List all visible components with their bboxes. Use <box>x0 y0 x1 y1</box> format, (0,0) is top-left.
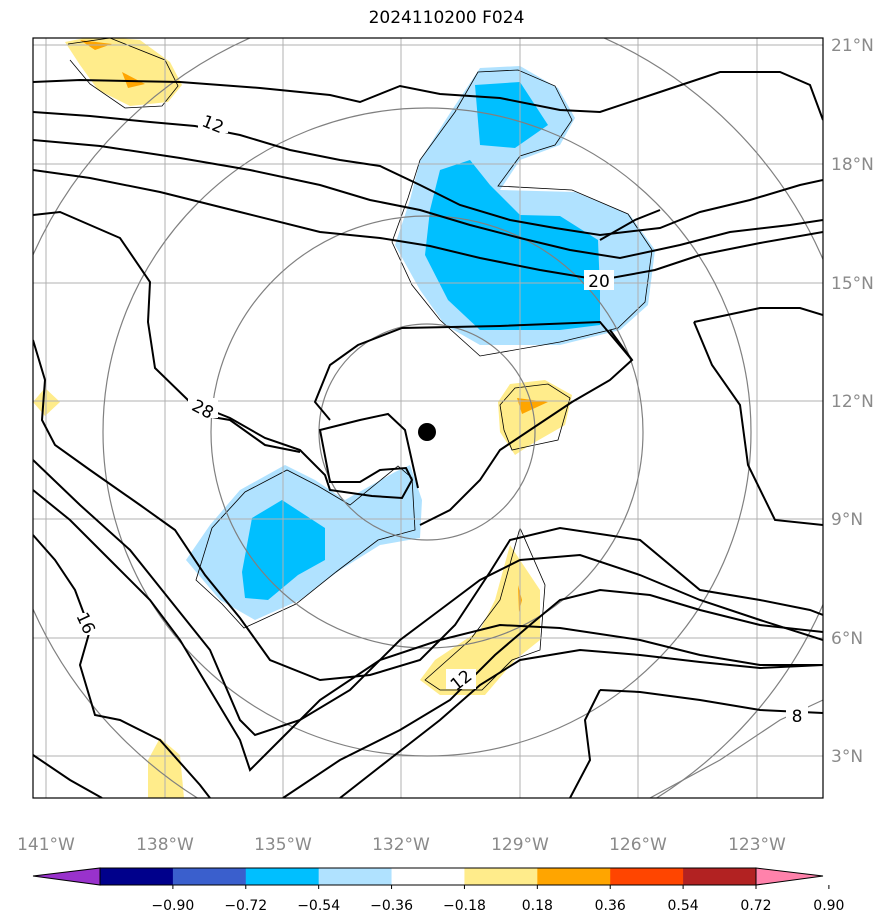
colorbar-block <box>464 868 538 885</box>
colorbar: −0.90 −0.72 −0.54 −0.36 −0.18 0.18 0.36 0.54 0.7… <box>32 867 844 914</box>
lon-label: 126°W <box>609 835 667 855</box>
colorbar-tick-label: 0.90 <box>813 898 844 914</box>
colorbar-tick-label: −0.90 <box>151 898 194 914</box>
positive-core-northwest-2 <box>122 72 145 88</box>
colorbar-frame <box>99 867 757 886</box>
positive-core-east <box>517 398 548 414</box>
colorbar-tick-label: −0.72 <box>224 898 267 914</box>
latitude-labels: 21°N 18°N 15°N 12°N 9°N 6°N 3°N <box>831 36 874 767</box>
longitude-labels: 141°W 138°W 135°W 132°W 129°W 126°W 123°… <box>17 835 786 855</box>
lon-label: 132°W <box>372 835 430 855</box>
colorbar-block <box>318 868 393 885</box>
lat-label: 18°N <box>831 155 874 175</box>
lon-label: 123°W <box>728 835 786 855</box>
colorbar-block <box>100 868 174 885</box>
colorbar-block <box>683 868 757 885</box>
lat-label: 12°N <box>831 392 874 412</box>
lat-label: 9°N <box>831 510 863 530</box>
colorbar-block <box>245 868 320 885</box>
lon-label: 129°W <box>491 835 549 855</box>
contour-label-8: 8 <box>792 707 803 727</box>
range-rings <box>33 38 823 798</box>
colorbar-labels: −0.90 −0.72 −0.54 −0.36 −0.18 0.18 0.36 0.54 0.7… <box>151 885 844 914</box>
colorbar-tick-label: 0.54 <box>668 898 699 914</box>
colorbar-tick-label: −0.18 <box>443 898 486 914</box>
map-title: 2024110200 F024 <box>368 8 525 28</box>
lat-label: 21°N <box>831 36 874 56</box>
positive-area-east <box>498 380 572 455</box>
colorbar-extend-high <box>755 867 824 886</box>
lon-label: 138°W <box>136 835 194 855</box>
colorbar-block <box>391 868 465 885</box>
lat-label: 3°N <box>831 747 863 767</box>
colorbar-tick-label: 0.72 <box>740 898 771 914</box>
colorbar-block <box>610 868 684 885</box>
map-frame <box>32 37 824 799</box>
lon-label: 135°W <box>254 835 312 855</box>
lat-label: 15°N <box>831 274 874 294</box>
storm-center-marker <box>418 423 436 441</box>
colorbar-tick-label: 0.18 <box>522 898 553 914</box>
contour-lines <box>33 71 823 798</box>
colorbar-tick-label: −0.36 <box>370 898 413 914</box>
lon-label: 141°W <box>17 835 75 855</box>
colorbar-block <box>537 868 611 885</box>
contour-label-20: 20 <box>588 272 610 292</box>
colorbar-tick-label: 0.36 <box>595 898 626 914</box>
colorbar-blocks <box>100 868 757 885</box>
colorbar-tick-label: −0.54 <box>297 898 340 914</box>
colorbar-block <box>172 868 247 885</box>
colorbar-extend-low <box>32 867 101 886</box>
negative-core-north-2 <box>425 160 600 330</box>
lat-label: 6°N <box>831 629 863 649</box>
